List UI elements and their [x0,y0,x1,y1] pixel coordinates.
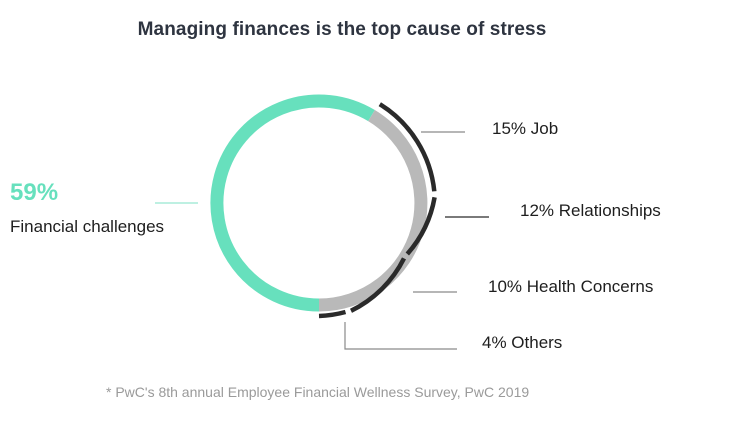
donut-ring [210,94,428,312]
arc-health-concerns [350,257,407,313]
segment-non-financial [318,110,428,312]
breakdown-arcs [318,102,437,319]
chart-title: Managing finances is the top cause of st… [137,19,547,40]
highlight-percent: 59% [10,179,59,206]
label-health-concerns: 10% Health Concerns [488,277,654,296]
leader-line-others [344,322,457,350]
highlight-label: Financial challenges [10,217,165,236]
arc-others [318,309,347,319]
segment-financial-challenges [210,94,375,312]
label-job: 15% Job [492,119,559,138]
label-others: 4% Others [482,333,563,352]
arc-relationships [405,196,437,256]
label-relationships: 12% Relationships [520,201,661,220]
source-footnote: * PwC's 8th annual Employee Financial We… [106,384,530,400]
arc-job [378,102,437,192]
